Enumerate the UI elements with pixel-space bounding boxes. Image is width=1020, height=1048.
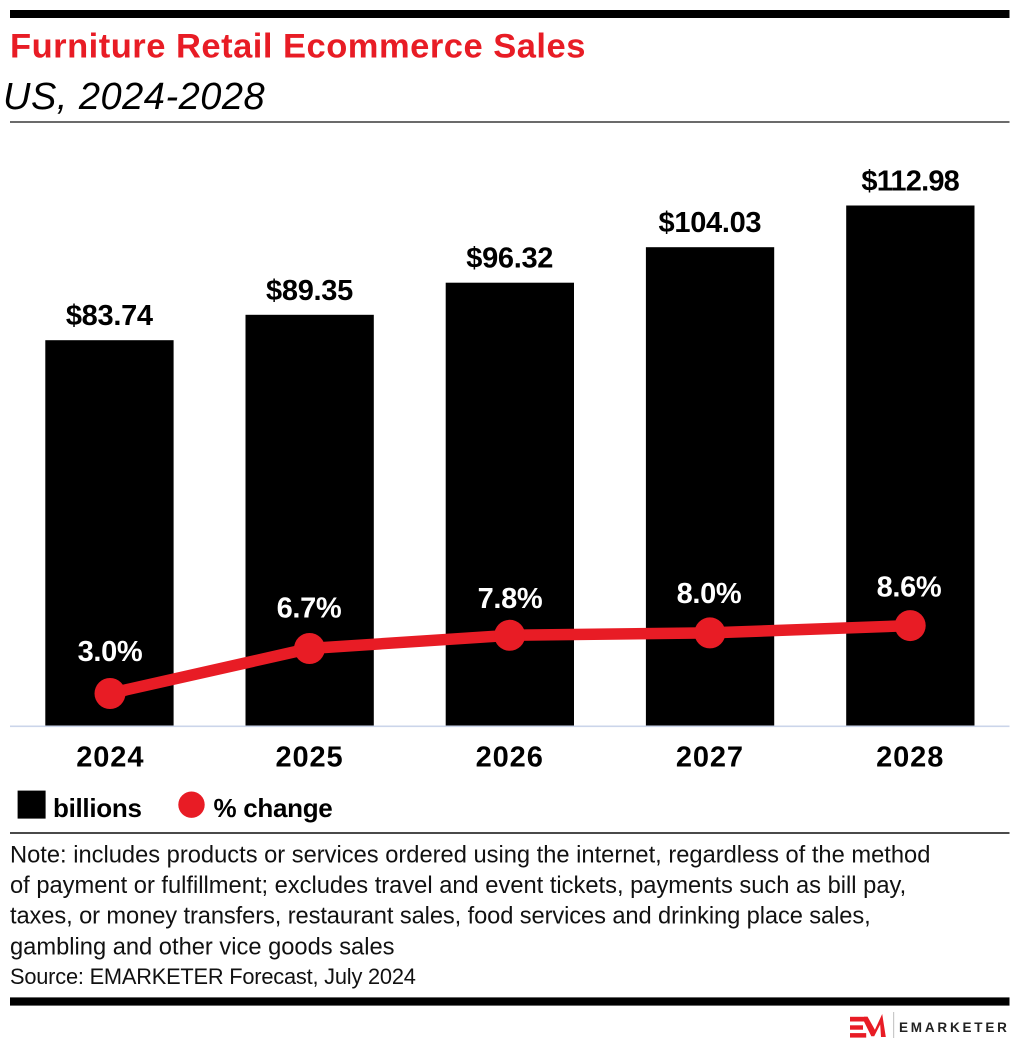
svg-text:8.0%: 8.0%: [677, 578, 742, 610]
svg-text:2028: 2028: [876, 741, 944, 773]
svg-text:2024: 2024: [76, 741, 144, 773]
svg-text:billions: billions: [53, 793, 142, 823]
svg-text:Source: EMARKETER Forecast, Ju: Source: EMARKETER Forecast, July 2024: [10, 964, 416, 989]
svg-text:% change: % change: [214, 793, 333, 823]
svg-text:$89.35: $89.35: [266, 275, 353, 307]
svg-text:of payment or fulfillment; exc: of payment or fulfillment; excludes trav…: [10, 873, 906, 899]
svg-text:3.0%: 3.0%: [78, 636, 143, 668]
svg-text:2027: 2027: [676, 741, 744, 773]
svg-text:gambling and other vice goods: gambling and other vice goods sales: [10, 934, 395, 960]
svg-text:taxes, or money transfers, res: taxes, or money transfers, restaurant sa…: [10, 904, 871, 930]
svg-text:Furniture Retail Ecommerce Sal: Furniture Retail Ecommerce Sales: [10, 28, 586, 66]
svg-text:EMARKETER: EMARKETER: [899, 1020, 1010, 1035]
svg-text:7.8%: 7.8%: [478, 583, 543, 615]
svg-text:2025: 2025: [275, 741, 343, 773]
svg-text:$104.03: $104.03: [659, 207, 762, 239]
svg-text:Note: includes products or ser: Note: includes products or services orde…: [10, 842, 930, 868]
svg-text:$112.98: $112.98: [861, 166, 959, 198]
svg-text:$83.74: $83.74: [66, 300, 153, 332]
svg-text:6.7%: 6.7%: [277, 593, 342, 625]
svg-text:US, 2024-2028: US, 2024-2028: [3, 76, 265, 118]
svg-text:8.6%: 8.6%: [877, 572, 942, 604]
svg-text:2026: 2026: [476, 741, 544, 773]
svg-text:$96.32: $96.32: [466, 243, 553, 275]
